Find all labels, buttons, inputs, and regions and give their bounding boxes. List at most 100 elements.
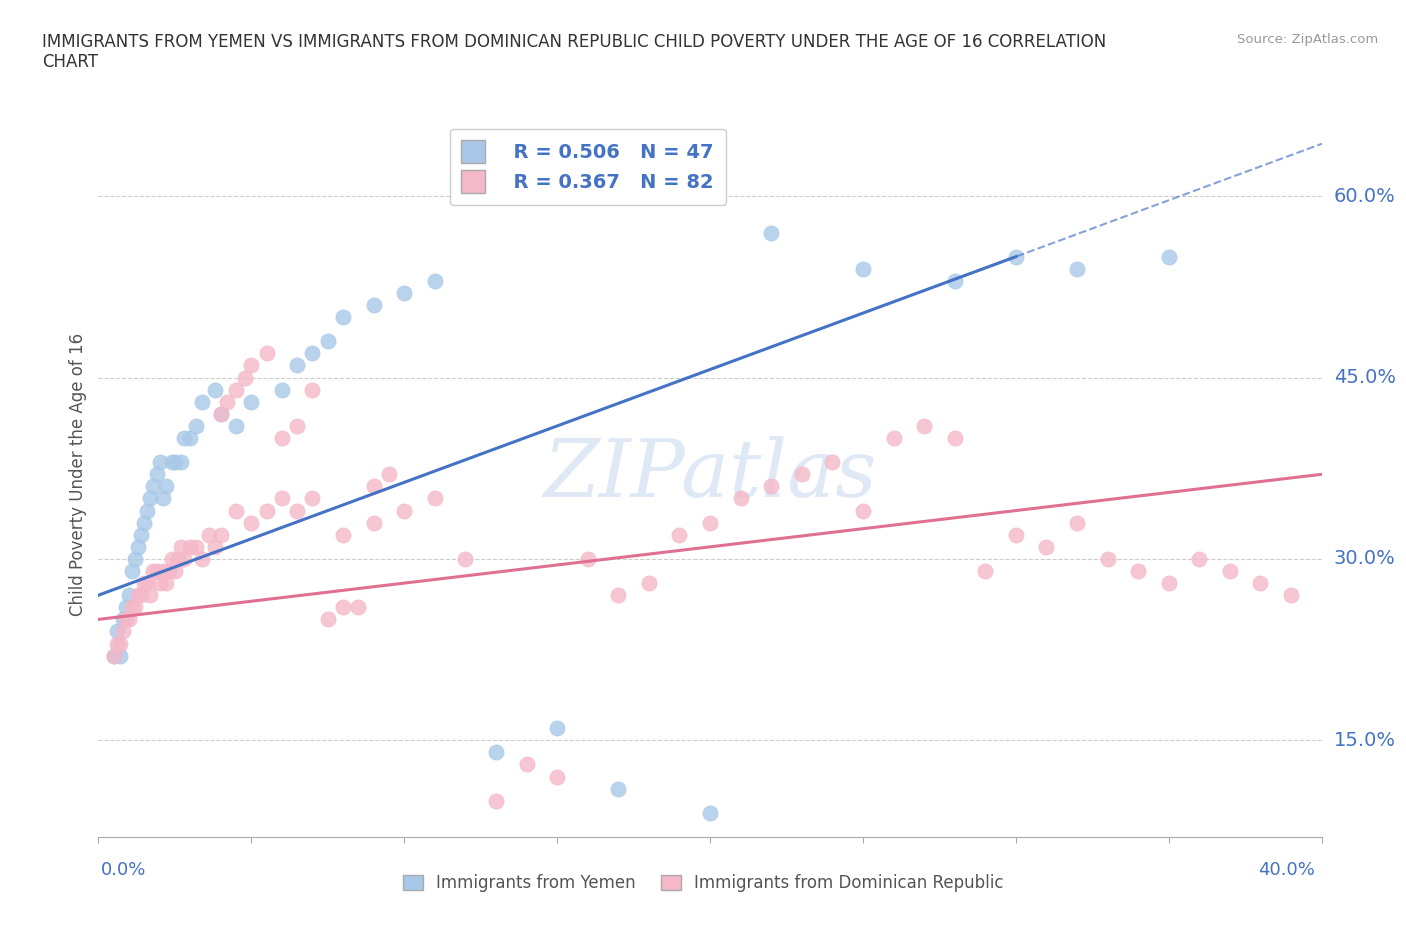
Point	[121, 600, 143, 615]
Point	[485, 793, 508, 808]
Point	[136, 503, 159, 518]
Point	[124, 600, 146, 615]
Point	[111, 612, 134, 627]
Point	[301, 491, 323, 506]
Point	[179, 431, 201, 445]
Point	[790, 467, 813, 482]
Point	[155, 576, 177, 591]
Point	[392, 503, 416, 518]
Point	[197, 527, 219, 542]
Point	[852, 261, 875, 276]
Point	[204, 539, 226, 554]
Point	[347, 600, 370, 615]
Point	[115, 612, 138, 627]
Point	[170, 539, 193, 554]
Point	[134, 576, 156, 591]
Point	[108, 648, 131, 663]
Point	[115, 600, 138, 615]
Point	[546, 721, 568, 736]
Point	[316, 612, 339, 627]
Point	[759, 225, 782, 240]
Point	[1004, 249, 1026, 264]
Point	[1066, 515, 1088, 530]
Point	[103, 648, 125, 663]
Point	[129, 527, 152, 542]
Point	[142, 479, 165, 494]
Text: 40.0%: 40.0%	[1258, 860, 1315, 879]
Text: IMMIGRANTS FROM YEMEN VS IMMIGRANTS FROM DOMINICAN REPUBLIC CHILD POVERTY UNDER : IMMIGRANTS FROM YEMEN VS IMMIGRANTS FROM…	[42, 33, 1107, 72]
Point	[285, 503, 308, 518]
Point	[943, 273, 966, 288]
Point	[108, 636, 131, 651]
Point	[145, 564, 167, 578]
Point	[1128, 564, 1150, 578]
Point	[883, 431, 905, 445]
Point	[152, 564, 174, 578]
Point	[157, 564, 180, 578]
Point	[1188, 551, 1211, 566]
Point	[546, 769, 568, 784]
Point	[378, 467, 401, 482]
Point	[149, 576, 172, 591]
Point	[1157, 249, 1180, 264]
Point	[316, 334, 339, 349]
Point	[332, 310, 354, 325]
Legend:   R = 0.506   N = 47,   R = 0.367   N = 82: R = 0.506 N = 47, R = 0.367 N = 82	[450, 128, 725, 205]
Point	[129, 588, 152, 603]
Point	[118, 612, 141, 627]
Point	[240, 515, 263, 530]
Point	[121, 564, 143, 578]
Point	[103, 648, 125, 663]
Point	[225, 503, 247, 518]
Point	[285, 418, 308, 433]
Point	[127, 539, 149, 554]
Point	[668, 527, 690, 542]
Point	[209, 406, 232, 421]
Point	[730, 491, 752, 506]
Text: 60.0%: 60.0%	[1334, 187, 1396, 206]
Point	[1097, 551, 1119, 566]
Point	[485, 745, 508, 760]
Y-axis label: Child Poverty Under the Age of 16: Child Poverty Under the Age of 16	[69, 333, 87, 616]
Point	[363, 298, 385, 312]
Point	[233, 370, 256, 385]
Text: 0.0%: 0.0%	[101, 860, 146, 879]
Point	[1219, 564, 1241, 578]
Point	[821, 455, 844, 470]
Point	[270, 431, 292, 445]
Point	[1035, 539, 1057, 554]
Point	[363, 479, 385, 494]
Point	[852, 503, 875, 518]
Point	[516, 757, 538, 772]
Point	[1066, 261, 1088, 276]
Point	[1249, 576, 1271, 591]
Point	[124, 551, 146, 566]
Point	[204, 382, 226, 397]
Point	[145, 467, 167, 482]
Point	[215, 394, 238, 409]
Point	[152, 491, 174, 506]
Point	[111, 624, 134, 639]
Point	[256, 503, 278, 518]
Point	[270, 491, 292, 506]
Point	[225, 418, 247, 433]
Point	[943, 431, 966, 445]
Point	[167, 551, 190, 566]
Point	[139, 588, 162, 603]
Point	[173, 431, 195, 445]
Point	[392, 286, 416, 300]
Text: 15.0%: 15.0%	[1334, 731, 1396, 750]
Point	[974, 564, 997, 578]
Point	[912, 418, 935, 433]
Point	[170, 455, 193, 470]
Point	[332, 600, 354, 615]
Point	[699, 515, 721, 530]
Point	[179, 539, 201, 554]
Text: Source: ZipAtlas.com: Source: ZipAtlas.com	[1237, 33, 1378, 46]
Point	[607, 781, 630, 796]
Point	[105, 624, 128, 639]
Text: ZIPatlas: ZIPatlas	[543, 435, 877, 513]
Point	[105, 636, 128, 651]
Point	[186, 418, 208, 433]
Point	[332, 527, 354, 542]
